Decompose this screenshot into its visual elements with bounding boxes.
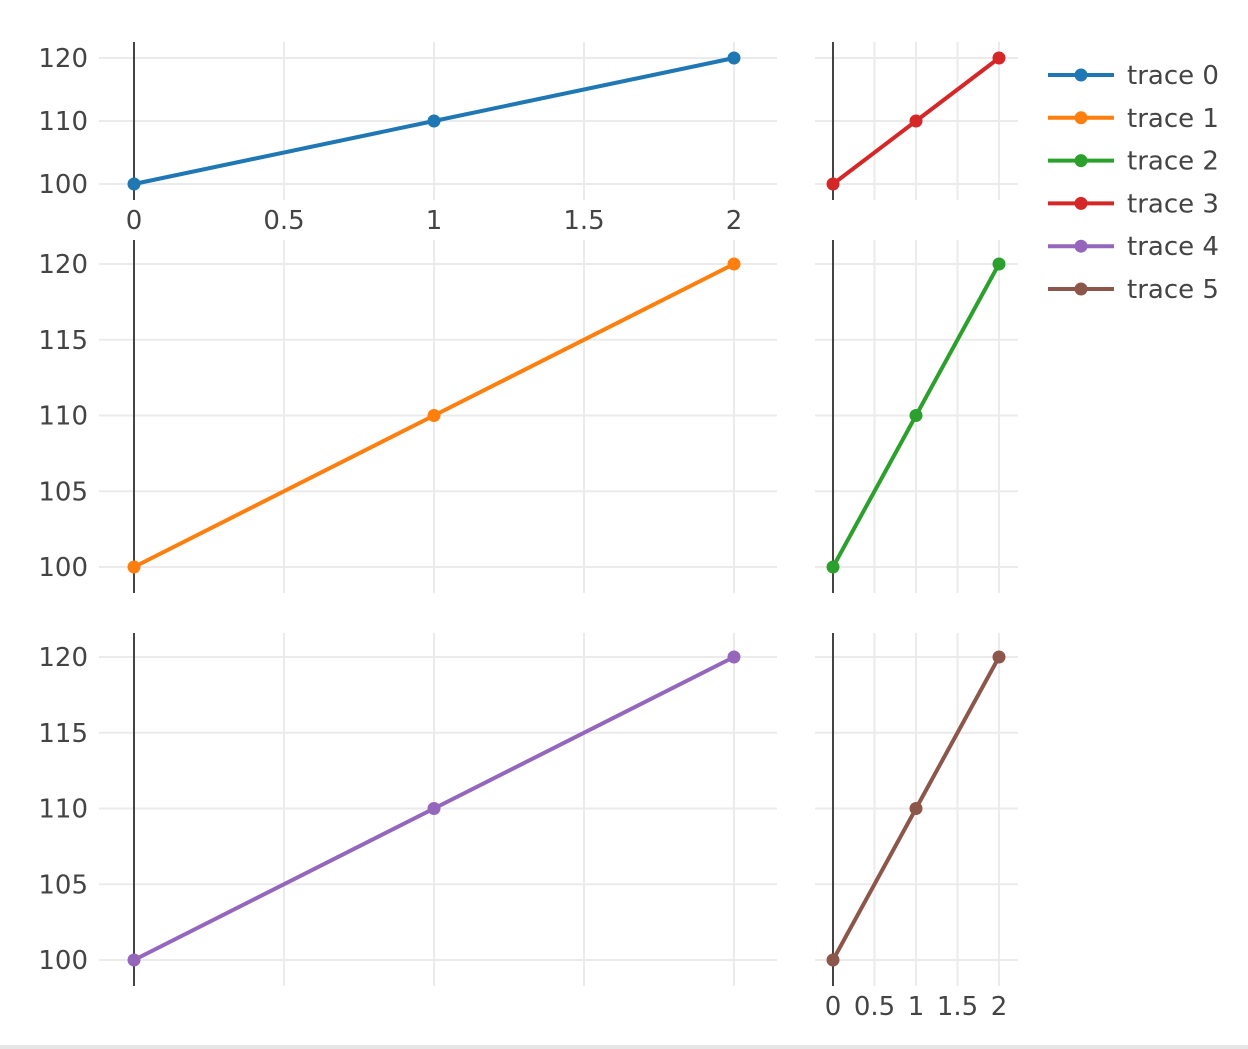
legend-label: trace 0 <box>1127 61 1219 91</box>
bottom-divider <box>0 1045 1248 1049</box>
legend-label: trace 1 <box>1127 104 1219 134</box>
legend-item: trace 4 <box>1048 232 1219 262</box>
data-point <box>826 560 840 574</box>
legend-swatch-marker <box>1074 196 1088 210</box>
data-point <box>826 953 840 967</box>
x-tick-label: 1 <box>908 992 925 1022</box>
data-point <box>427 802 441 815</box>
data-point <box>992 650 1006 664</box>
legend-item: trace 1 <box>1048 104 1219 134</box>
data-point <box>427 114 441 128</box>
legend-item: trace 5 <box>1048 275 1219 305</box>
legend-swatch-marker <box>1074 68 1088 82</box>
x-tick-label: 2 <box>726 206 743 236</box>
legend-item: trace 0 <box>1048 61 1219 91</box>
data-point <box>427 409 441 422</box>
data-point <box>992 51 1006 65</box>
y-tick-label: 105 <box>38 477 88 507</box>
data-point <box>727 650 741 664</box>
data-point <box>127 177 141 191</box>
y-tick-label: 115 <box>38 326 88 356</box>
legend-swatch-marker <box>1074 154 1088 168</box>
y-tick-label: 100 <box>38 946 88 976</box>
x-tick-label: 0 <box>126 206 143 236</box>
y-tick-label: 100 <box>38 553 88 583</box>
data-point <box>909 409 923 422</box>
data-point <box>826 177 840 191</box>
data-point <box>727 257 741 271</box>
data-point <box>909 114 923 128</box>
y-tick-label: 115 <box>38 719 88 749</box>
y-tick-label: 120 <box>38 44 88 74</box>
legend-swatch-marker <box>1074 282 1088 296</box>
x-tick-label: 0.5 <box>263 206 304 236</box>
data-point <box>127 953 141 967</box>
y-tick-label: 110 <box>38 107 88 137</box>
legend-label: trace 2 <box>1127 147 1219 177</box>
legend: trace 0 trace 1 trace 2 trace 3 trace 4 trace… <box>1048 61 1219 305</box>
data-point <box>992 257 1006 271</box>
x-tick-label: 0 <box>825 992 842 1022</box>
y-tick-label: 120 <box>38 250 88 280</box>
subplot-top-right <box>815 42 1018 200</box>
subplot-bottom-right: 0 0.5 1 1.5 2 <box>815 633 1018 1022</box>
x-tick-label: 1.5 <box>937 992 978 1022</box>
legend-swatch-marker <box>1074 111 1088 125</box>
data-point <box>727 51 741 65</box>
y-tick-label: 120 <box>38 643 88 673</box>
legend-label: trace 5 <box>1127 275 1219 305</box>
y-tick-label: 110 <box>38 402 88 432</box>
legend-label: trace 3 <box>1127 189 1219 219</box>
subplot-top-left: 100 110 120 0 0.5 1 1.5 2 <box>38 42 777 236</box>
subplot-bottom-left: 100 105 110 115 120 <box>38 633 777 986</box>
x-tick-label: 1 <box>426 206 443 236</box>
y-tick-label: 110 <box>38 795 88 825</box>
legend-swatch-marker <box>1074 239 1088 253</box>
subplot-middle-left: 100 105 110 115 120 <box>38 240 777 593</box>
data-point <box>127 560 141 574</box>
legend-item: trace 3 <box>1048 189 1219 219</box>
x-tick-label: 2 <box>991 992 1008 1022</box>
data-point <box>909 802 923 815</box>
x-tick-label: 0.5 <box>854 992 895 1022</box>
subplot-middle-right <box>815 240 1018 593</box>
legend-label: trace 4 <box>1127 232 1219 262</box>
legend-item: trace 2 <box>1048 147 1219 177</box>
x-tick-label: 1.5 <box>563 206 604 236</box>
y-tick-label: 100 <box>38 170 88 200</box>
y-tick-label: 105 <box>38 870 88 900</box>
